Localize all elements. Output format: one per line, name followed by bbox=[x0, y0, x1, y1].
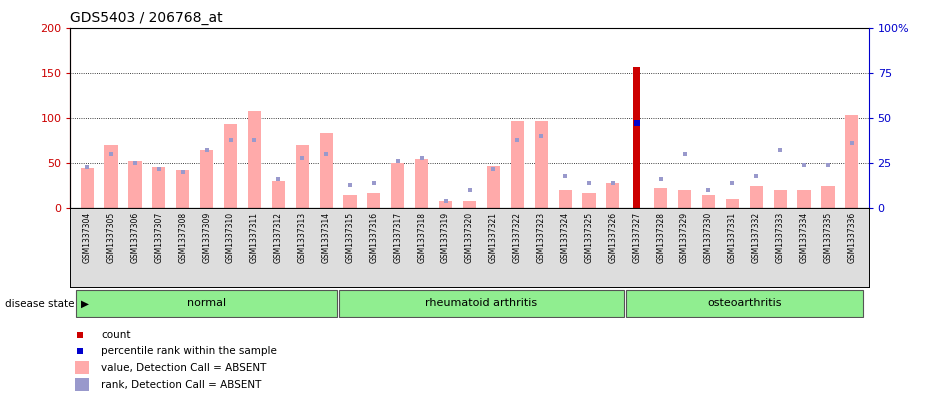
Text: GSM1337323: GSM1337323 bbox=[537, 212, 546, 263]
Bar bbox=[177, 170, 190, 208]
Text: GSM1337328: GSM1337328 bbox=[656, 212, 665, 263]
Bar bbox=[339, 290, 623, 317]
Text: GSM1337312: GSM1337312 bbox=[274, 212, 283, 263]
Text: rheumatoid arthritis: rheumatoid arthritis bbox=[425, 298, 537, 308]
Text: value, Detection Call = ABSENT: value, Detection Call = ABSENT bbox=[101, 363, 267, 373]
Text: osteoarthritis: osteoarthritis bbox=[707, 298, 781, 308]
Bar bbox=[75, 361, 89, 374]
Bar bbox=[774, 190, 787, 208]
Bar bbox=[626, 290, 863, 317]
Text: GSM1337321: GSM1337321 bbox=[489, 212, 498, 263]
Text: GSM1337320: GSM1337320 bbox=[465, 212, 474, 263]
Bar bbox=[344, 195, 357, 208]
Bar bbox=[81, 167, 94, 208]
Bar bbox=[415, 159, 428, 208]
Bar bbox=[463, 201, 476, 208]
Bar bbox=[701, 195, 715, 208]
Bar bbox=[248, 111, 261, 208]
Text: GSM1337316: GSM1337316 bbox=[369, 212, 378, 263]
Text: normal: normal bbox=[187, 298, 226, 308]
Text: GSM1337329: GSM1337329 bbox=[680, 212, 689, 263]
Bar bbox=[367, 193, 380, 208]
Text: GSM1337308: GSM1337308 bbox=[178, 212, 187, 263]
Text: GDS5403 / 206768_at: GDS5403 / 206768_at bbox=[70, 11, 223, 25]
Bar bbox=[152, 167, 165, 208]
Bar bbox=[654, 188, 668, 208]
Text: GSM1337304: GSM1337304 bbox=[83, 212, 92, 263]
Bar bbox=[749, 186, 762, 208]
Bar bbox=[797, 190, 810, 208]
Bar bbox=[534, 121, 547, 208]
Text: GSM1337318: GSM1337318 bbox=[417, 212, 426, 263]
Text: GSM1337330: GSM1337330 bbox=[704, 212, 713, 263]
Bar bbox=[634, 67, 640, 208]
Text: rank, Detection Call = ABSENT: rank, Detection Call = ABSENT bbox=[101, 380, 261, 389]
Text: GSM1337310: GSM1337310 bbox=[226, 212, 235, 263]
Bar bbox=[486, 166, 500, 208]
Bar bbox=[678, 190, 691, 208]
Text: disease state  ▶: disease state ▶ bbox=[5, 299, 88, 309]
Text: GSM1337305: GSM1337305 bbox=[106, 212, 115, 263]
Text: GSM1337326: GSM1337326 bbox=[608, 212, 617, 263]
Bar bbox=[511, 121, 524, 208]
Text: GSM1337333: GSM1337333 bbox=[776, 212, 785, 263]
Text: GSM1337335: GSM1337335 bbox=[824, 212, 833, 263]
Bar bbox=[726, 199, 739, 208]
Bar bbox=[129, 161, 142, 208]
Bar bbox=[75, 378, 89, 391]
Bar bbox=[607, 183, 620, 208]
Text: GSM1337313: GSM1337313 bbox=[298, 212, 307, 263]
Text: GSM1337324: GSM1337324 bbox=[561, 212, 570, 263]
Text: GSM1337327: GSM1337327 bbox=[632, 212, 641, 263]
Bar bbox=[439, 201, 453, 208]
Bar bbox=[582, 193, 595, 208]
Bar bbox=[822, 186, 835, 208]
Bar bbox=[296, 145, 309, 208]
Bar bbox=[845, 115, 858, 208]
Bar bbox=[76, 290, 337, 317]
Text: GSM1337334: GSM1337334 bbox=[799, 212, 808, 263]
Text: GSM1337311: GSM1337311 bbox=[250, 212, 259, 263]
Bar bbox=[104, 145, 117, 208]
Bar bbox=[319, 133, 332, 208]
Bar bbox=[271, 181, 285, 208]
Text: GSM1337322: GSM1337322 bbox=[513, 212, 522, 263]
Text: GSM1337317: GSM1337317 bbox=[393, 212, 402, 263]
Text: GSM1337309: GSM1337309 bbox=[202, 212, 211, 263]
Text: GSM1337307: GSM1337307 bbox=[154, 212, 163, 263]
Text: GSM1337336: GSM1337336 bbox=[847, 212, 856, 263]
Text: GSM1337315: GSM1337315 bbox=[346, 212, 355, 263]
Text: GSM1337306: GSM1337306 bbox=[131, 212, 140, 263]
Text: GSM1337325: GSM1337325 bbox=[584, 212, 593, 263]
Text: GSM1337314: GSM1337314 bbox=[322, 212, 331, 263]
Text: GSM1337319: GSM1337319 bbox=[441, 212, 450, 263]
Text: count: count bbox=[101, 330, 131, 340]
Text: GSM1337331: GSM1337331 bbox=[728, 212, 737, 263]
Text: percentile rank within the sample: percentile rank within the sample bbox=[101, 346, 277, 356]
Bar bbox=[224, 124, 238, 208]
Bar bbox=[392, 163, 405, 208]
Text: GSM1337332: GSM1337332 bbox=[752, 212, 761, 263]
Bar bbox=[200, 149, 213, 208]
Bar bbox=[559, 190, 572, 208]
